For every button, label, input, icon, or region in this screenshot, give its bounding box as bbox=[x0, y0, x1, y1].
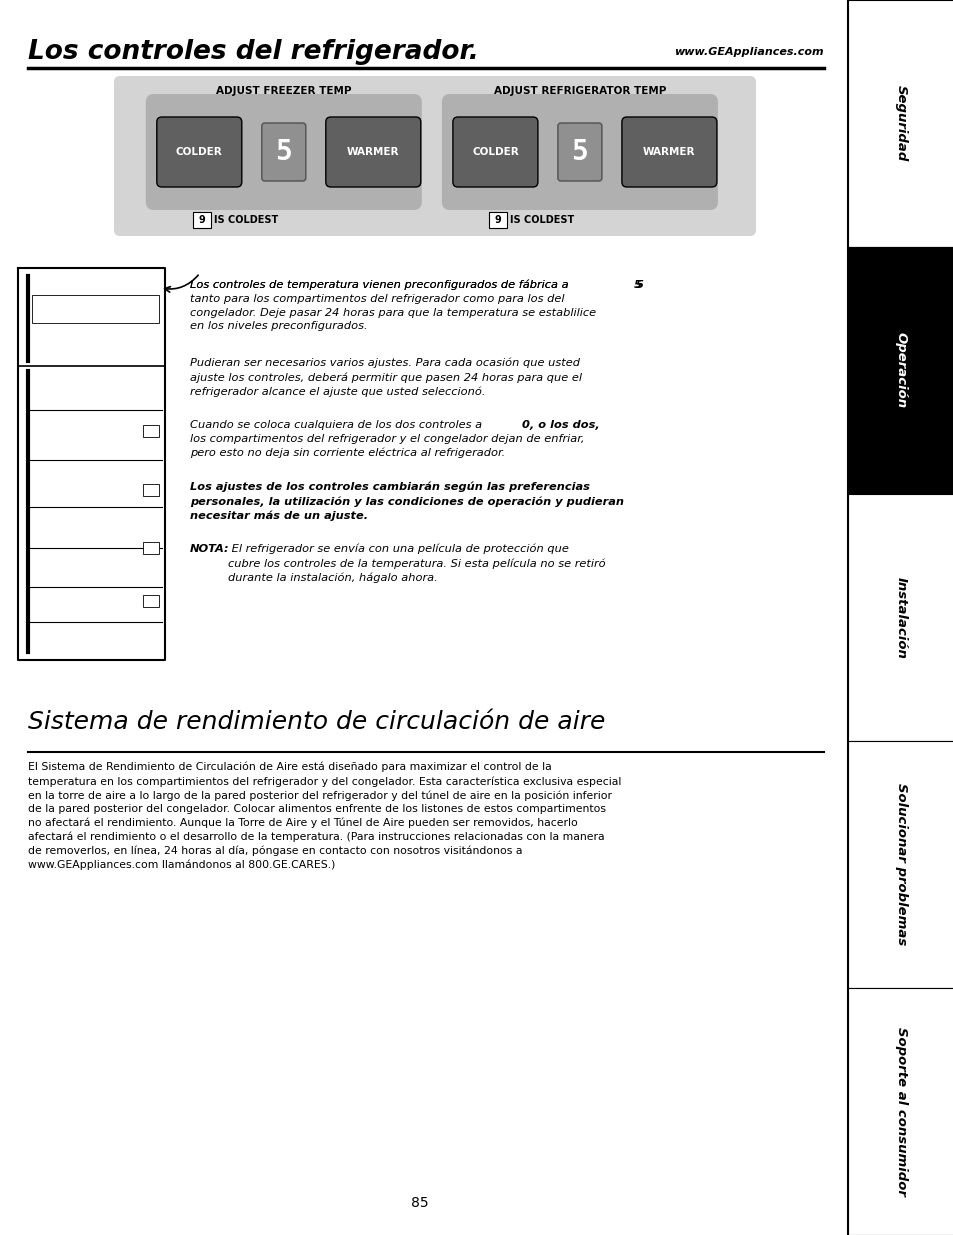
FancyBboxPatch shape bbox=[156, 117, 241, 186]
Text: ADJUST REFRIGERATOR TEMP: ADJUST REFRIGERATOR TEMP bbox=[494, 86, 665, 96]
Text: IS COLDEST: IS COLDEST bbox=[509, 215, 574, 225]
Text: 0, o los dos,: 0, o los dos, bbox=[521, 420, 599, 430]
Text: 5: 5 bbox=[636, 280, 643, 290]
Text: Los controles del refrigerador.: Los controles del refrigerador. bbox=[28, 40, 478, 65]
Text: El refrigerador se envía con una película de protección que
cubre los controles : El refrigerador se envía con una películ… bbox=[228, 543, 605, 583]
Bar bbox=[32, 295, 159, 324]
Text: Solucionar problemas: Solucionar problemas bbox=[894, 783, 906, 946]
Text: Los ajustes de los controles cambiarán según las preferencias
personales, la uti: Los ajustes de los controles cambiarán s… bbox=[190, 482, 623, 521]
FancyBboxPatch shape bbox=[621, 117, 716, 186]
Text: WARMER: WARMER bbox=[347, 147, 399, 157]
Bar bbox=[847, 247, 953, 494]
Text: 5: 5 bbox=[275, 138, 292, 165]
Bar bbox=[143, 484, 159, 495]
Text: NOTA:: NOTA: bbox=[190, 543, 230, 555]
Text: El Sistema de Rendimiento de Circulación de Aire está diseñado para maximizar el: El Sistema de Rendimiento de Circulación… bbox=[28, 762, 620, 871]
FancyBboxPatch shape bbox=[488, 212, 506, 228]
Text: 5: 5 bbox=[634, 280, 641, 290]
FancyBboxPatch shape bbox=[453, 117, 537, 186]
Text: COLDER: COLDER bbox=[472, 147, 518, 157]
Bar bbox=[143, 595, 159, 608]
Text: COLDER: COLDER bbox=[175, 147, 222, 157]
FancyBboxPatch shape bbox=[558, 124, 601, 182]
Text: Instalación: Instalación bbox=[894, 577, 906, 658]
Bar bbox=[143, 542, 159, 555]
Text: Seguridad: Seguridad bbox=[894, 85, 906, 162]
Bar bbox=[143, 425, 159, 437]
Text: WARMER: WARMER bbox=[642, 147, 695, 157]
Text: Los controles de temperatura vienen preconfigurados de fábrica a 
tanto para los: Los controles de temperatura vienen prec… bbox=[190, 280, 596, 331]
Text: 9: 9 bbox=[198, 215, 205, 225]
Text: Pudieran ser necesarios varios ajustes. Para cada ocasión que usted
ajuste los c: Pudieran ser necesarios varios ajustes. … bbox=[190, 358, 581, 398]
Bar bbox=[847, 741, 953, 988]
Text: ADJUST FREEZER TEMP: ADJUST FREEZER TEMP bbox=[215, 86, 352, 96]
FancyBboxPatch shape bbox=[113, 77, 755, 236]
Bar bbox=[847, 494, 953, 741]
Bar bbox=[847, 0, 953, 247]
Text: IS COLDEST: IS COLDEST bbox=[213, 215, 277, 225]
Text: Soporte al consumidor: Soporte al consumidor bbox=[894, 1028, 906, 1195]
Text: 9: 9 bbox=[494, 215, 500, 225]
Text: Los controles de temperatura vienen preconfigurados de fábrica a: Los controles de temperatura vienen prec… bbox=[190, 280, 572, 290]
FancyBboxPatch shape bbox=[441, 94, 718, 210]
FancyBboxPatch shape bbox=[146, 94, 421, 210]
FancyBboxPatch shape bbox=[261, 124, 306, 182]
FancyBboxPatch shape bbox=[326, 117, 420, 186]
Text: Operación: Operación bbox=[894, 332, 906, 409]
Bar bbox=[847, 988, 953, 1235]
Text: 85: 85 bbox=[410, 1195, 428, 1210]
Text: Los controles de temperatura vienen preconfigurados de fábrica a 
tanto para los: Los controles de temperatura vienen prec… bbox=[190, 280, 596, 331]
Text: Cuando se coloca cualquiera de los dos controles a 
los compartimentos del refri: Cuando se coloca cualquiera de los dos c… bbox=[190, 420, 584, 458]
FancyBboxPatch shape bbox=[193, 212, 211, 228]
Text: www.GEAppliances.com: www.GEAppliances.com bbox=[674, 47, 823, 57]
Text: 5: 5 bbox=[571, 138, 588, 165]
Text: Sistema de rendimiento de circulación de aire: Sistema de rendimiento de circulación de… bbox=[28, 710, 605, 734]
